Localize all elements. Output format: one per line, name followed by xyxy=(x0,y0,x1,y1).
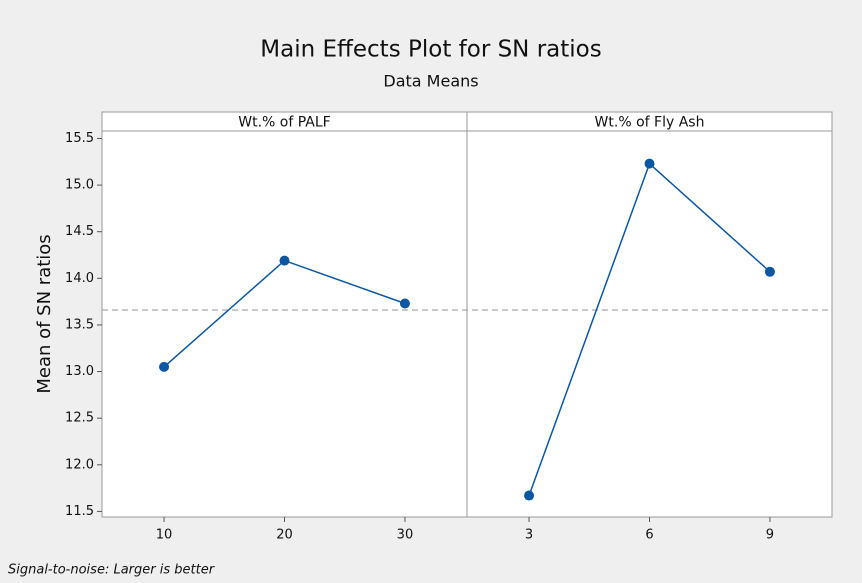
y-tick-label: 14.0 xyxy=(65,271,94,286)
y-tick-label: 12.0 xyxy=(65,457,94,472)
x-tick-label: 9 xyxy=(766,528,774,543)
y-axis-label: Mean of SN ratios xyxy=(34,234,55,393)
x-tick-label: 10 xyxy=(156,528,173,543)
y-tick-label: 15.0 xyxy=(65,178,94,193)
y-tick-label: 12.5 xyxy=(65,411,94,426)
x-tick-label: 3 xyxy=(525,528,533,543)
y-tick-label: 15.5 xyxy=(65,131,94,146)
point xyxy=(159,361,170,372)
point xyxy=(764,266,775,277)
point xyxy=(524,490,535,501)
point xyxy=(279,255,290,266)
y-tick-label: 14.5 xyxy=(65,224,94,239)
chart-subtitle: Data Means xyxy=(383,72,478,91)
footnote: Signal-to-noise: Larger is better xyxy=(8,563,216,578)
panel-title: Wt.% of PALF xyxy=(238,115,330,131)
panel-header xyxy=(466,111,833,132)
y-tick-label: 13.0 xyxy=(65,364,94,379)
chart-title: Main Effects Plot for SN ratios xyxy=(260,37,601,63)
y-tick-label: 11.5 xyxy=(65,504,94,519)
panel-title: Wt.% of Fly Ash xyxy=(595,115,705,131)
point xyxy=(644,158,655,169)
x-tick-label: 6 xyxy=(645,528,653,543)
x-tick-label: 20 xyxy=(276,528,293,543)
point xyxy=(399,298,410,309)
x-tick-label: 30 xyxy=(397,528,414,543)
y-tick-label: 13.5 xyxy=(65,317,94,332)
